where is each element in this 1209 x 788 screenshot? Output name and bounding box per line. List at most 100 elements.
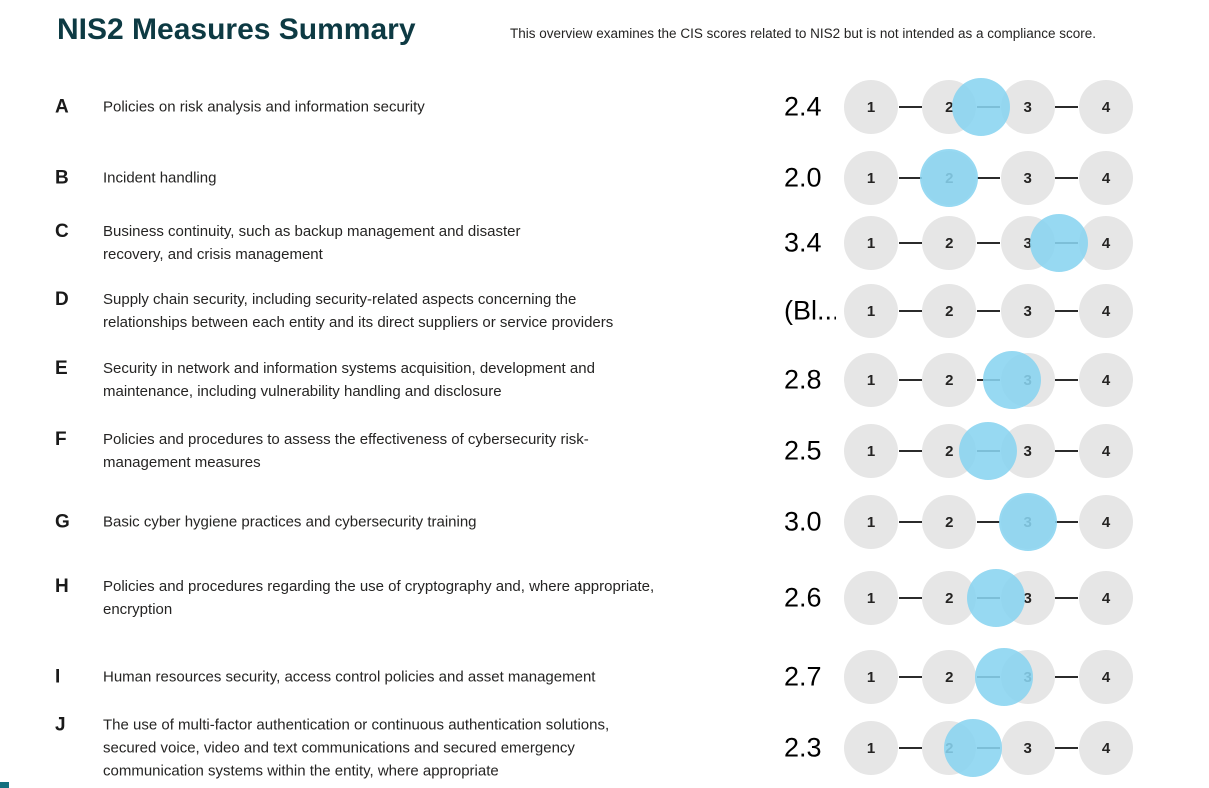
scale-point-2[interactable]: 2 [922,216,977,270]
score-marker[interactable] [998,493,1057,551]
scale-point-1[interactable]: 1 [844,721,898,775]
measure-letter: I [55,666,61,688]
scale-connector [898,747,922,749]
scale-point-3[interactable]: 3 [1000,80,1055,134]
scale-point-2[interactable]: 2 [922,495,977,549]
scale-connector [977,310,1001,312]
scale-point-2[interactable]: 2 [922,650,977,704]
scale-point-4[interactable]: 4 [1078,216,1133,270]
measure-description: Policies on risk analysis and informatio… [103,98,425,116]
score-marker[interactable] [982,351,1041,409]
measure-description: Basic cyber hygiene practices and cybers… [103,513,477,531]
corner-accent [0,782,9,788]
scale-connector [1055,177,1079,179]
score-marker[interactable] [967,569,1026,627]
measure-description: Policies and procedures to assess the ef… [103,431,589,471]
measure-letter: H [55,576,69,597]
score-marker[interactable] [943,719,1002,777]
scale-point-4[interactable]: 4 [1078,284,1133,338]
scale-point-2[interactable]: 2 [922,284,977,338]
measure-row[interactable]: C Business continuity, such as backup ma… [0,211,1209,275]
scale-point-4[interactable]: 4 [1078,151,1133,205]
scale-point-3[interactable]: 3 [1000,721,1055,775]
scale-connector [898,177,922,179]
measure-row[interactable]: F Policies and procedures to assess the … [0,419,1209,483]
scale-connector [898,676,922,678]
measure-row[interactable]: H Policies and procedures regarding the … [0,566,1209,630]
scale-connector [898,106,922,108]
scale-point-4[interactable]: 4 [1078,424,1133,478]
scale-point-1[interactable]: 1 [844,216,898,270]
measure-description: Human resources security, access control… [103,668,596,686]
measure-score-value: 2.0 [784,162,822,193]
scale-point-1[interactable]: 1 [844,80,898,134]
measure-row[interactable]: E Security in network and information sy… [0,348,1209,412]
score-marker[interactable] [920,149,979,207]
measure-letter: F [55,429,67,450]
scale-connector [977,177,1001,179]
measure-score-value: 2.7 [784,661,822,692]
measure-letter: B [55,167,69,189]
measure-score-value: 2.8 [784,364,822,395]
measure-row[interactable]: I Human resources security, access contr… [0,645,1209,709]
measure-letter: E [55,358,68,379]
scale-point-4[interactable]: 4 [1078,721,1133,775]
measure-text: I Human resources security, access contr… [55,666,770,689]
measure-score-value: 2.6 [784,582,822,613]
scale-point-2[interactable]: 2 [922,353,977,407]
scale-point-1[interactable]: 1 [844,353,898,407]
measure-text: E Security in network and information sy… [55,357,770,403]
measure-text: D Supply chain security, including secur… [55,288,770,334]
score-marker[interactable] [959,422,1018,480]
scale-point-4[interactable]: 4 [1078,650,1133,704]
measure-row[interactable]: G Basic cyber hygiene practices and cybe… [0,490,1209,554]
measure-description: Incident handling [103,169,217,187]
score-marker[interactable] [951,78,1010,136]
measure-description: Business continuity, such as backup mana… [103,223,521,263]
scale-point-4[interactable]: 4 [1078,80,1133,134]
measure-letter: C [55,221,69,242]
scale-point-1[interactable]: 1 [844,650,898,704]
scale-point-1[interactable]: 1 [844,151,898,205]
scale-point-1[interactable]: 1 [844,284,898,338]
page-title: NIS2 Measures Summary [57,13,416,46]
scale-point-4[interactable]: 4 [1078,571,1133,625]
scale-connector [898,521,922,523]
scale-connector [898,242,922,244]
measure-score-value: 2.3 [784,732,822,763]
scale-connector [1055,106,1079,108]
scale-point-4[interactable]: 4 [1078,495,1133,549]
score-marker[interactable] [975,648,1034,706]
measure-text: F Policies and procedures to assess the … [55,428,770,474]
measure-row[interactable]: J The use of multi-factor authentication… [0,714,1209,783]
measure-description: Policies and procedures regarding the us… [103,578,655,618]
scale-connector [898,310,922,312]
measure-score-value: 3.0 [784,506,822,537]
scale-point-3[interactable]: 3 [1000,284,1055,338]
scale-connector [898,597,922,599]
measure-row[interactable]: A Policies on risk analysis and informat… [0,75,1209,139]
scale-point-3[interactable]: 3 [1000,151,1055,205]
scale-connector [1055,597,1079,599]
scale-connector [1055,450,1079,452]
scale-point-1[interactable]: 1 [844,495,898,549]
measure-text: J The use of multi-factor authentication… [55,714,770,783]
measure-score-value: 2.5 [784,435,822,466]
scale-point-4[interactable]: 4 [1078,353,1133,407]
scale-point-1[interactable]: 1 [844,571,898,625]
measure-description: Security in network and information syst… [103,360,595,400]
measure-letter: D [55,289,69,310]
score-marker[interactable] [1029,214,1088,272]
measure-score-value: 3.4 [784,227,822,258]
scale-point-1[interactable]: 1 [844,424,898,478]
measure-row[interactable]: D Supply chain security, including secur… [0,279,1209,343]
